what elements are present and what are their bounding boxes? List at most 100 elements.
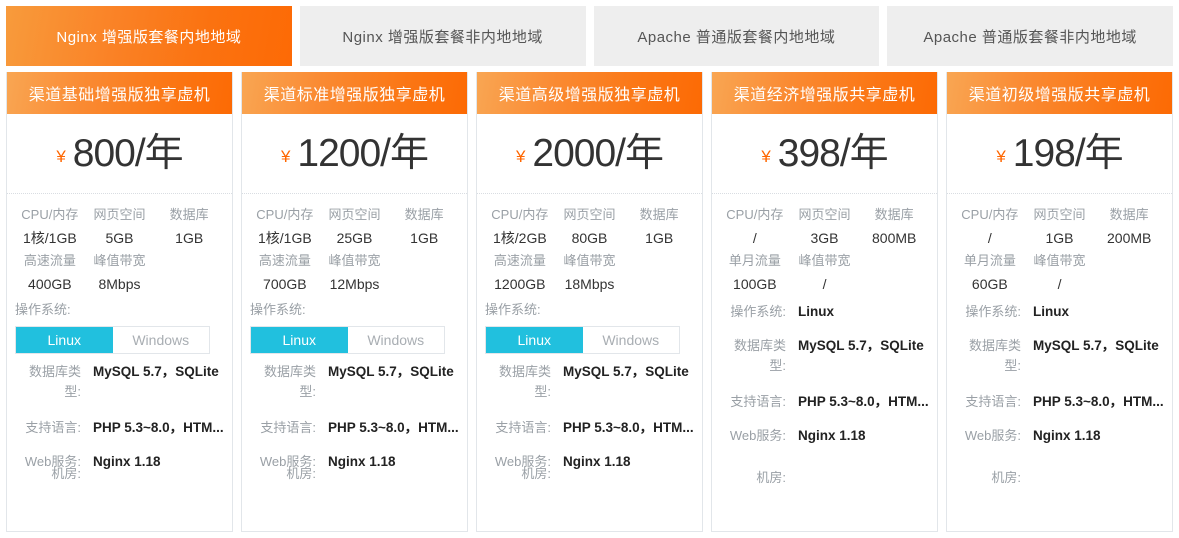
price-amount: 398/年	[777, 132, 889, 175]
spec-cpu: CPU/内存 1核/1GB	[15, 204, 85, 250]
spec-database: 数据库 800MB	[859, 204, 929, 250]
os-toggle-group[interactable]: Linux Windows	[250, 326, 445, 354]
web-service-label: Web服务:	[494, 454, 551, 469]
spec-row-bottom: 单月流量 60GB 峰值带宽 /	[955, 250, 1164, 296]
web-service-row: Web服务: Nginx 1.18	[712, 426, 937, 446]
pricing-card[interactable]: 渠道标准增强版独享虚机 ¥ 1200/年 CPU/内存 1核/1GB 网页空间 …	[241, 72, 468, 532]
detail-rows: 数据库类型: MySQL 5.7，SQLite 支持语言: PHP 5.3~8.…	[947, 336, 1172, 485]
spec-grid: CPU/内存 1核/1GB 网页空间 5GB 数据库 1GB 高速流量 400G…	[7, 194, 232, 296]
db-type-value: MySQL 5.7，SQLite	[563, 364, 689, 379]
pricing-card[interactable]: 渠道基础增强版独享虚机 ¥ 800/年 CPU/内存 1核/1GB 网页空间 5…	[6, 72, 233, 532]
spec-bandwidth: 峰值带宽 /	[1025, 250, 1095, 296]
os-option-windows[interactable]: Windows	[582, 327, 679, 353]
spec-database: 数据库 1GB	[389, 204, 459, 250]
spec-space: 网页空间 1GB	[1025, 204, 1095, 250]
card-price: ¥ 1200/年	[242, 114, 467, 194]
languages-row: 支持语言: PHP 5.3~8.0，HTM...	[477, 418, 702, 438]
pricing-card-list: 渠道基础增强版独享虚机 ¥ 800/年 CPU/内存 1核/1GB 网页空间 5…	[0, 72, 1179, 538]
spec-bandwidth-value: 12Mbps	[329, 276, 380, 292]
spec-row-bottom: 高速流量 700GB 峰值带宽 12Mbps	[250, 250, 459, 296]
datacenter-label: 机房:	[51, 466, 81, 481]
languages-row: 支持语言: PHP 5.3~8.0，HTM...	[7, 418, 232, 438]
price-amount: 800/年	[72, 132, 184, 175]
pricing-card[interactable]: 渠道经济增强版共享虚机 ¥ 398/年 CPU/内存 / 网页空间 3GB 数据…	[711, 72, 938, 532]
card-price: ¥ 198/年	[947, 114, 1172, 194]
spec-bandwidth-value: 18Mbps	[564, 276, 615, 292]
db-type-value: MySQL 5.7，SQLite	[1033, 338, 1159, 353]
db-type-row: 数据库类型: MySQL 5.7，SQLite	[477, 362, 702, 402]
web-service-row: Web服务: Nginx 1.18	[947, 426, 1172, 446]
web-service-value: Nginx 1.18	[328, 454, 396, 469]
db-type-label: 数据库类型:	[968, 338, 1021, 373]
spec-row-top: CPU/内存 1核/1GB 网页空间 5GB 数据库 1GB	[15, 204, 224, 250]
spec-row-bottom: 高速流量 400GB 峰值带宽 8Mbps	[15, 250, 224, 296]
datacenter-row: 机房:	[947, 468, 1172, 488]
spec-bandwidth: 峰值带宽 18Mbps	[555, 250, 625, 296]
os-option-linux[interactable]: Linux	[251, 327, 348, 353]
web-service-row: Web服务: Nginx 1.18	[477, 452, 702, 472]
db-type-value: MySQL 5.7，SQLite	[798, 338, 924, 353]
os-toggle-group[interactable]: Linux Windows	[485, 326, 680, 354]
spec-space-value: 1GB	[1045, 230, 1074, 246]
db-type-row: 数据库类型: MySQL 5.7，SQLite	[7, 362, 232, 402]
spec-bandwidth: 峰值带宽 /	[790, 250, 860, 296]
db-type-row: 数据库类型: MySQL 5.7，SQLite	[242, 362, 467, 402]
os-option-linux[interactable]: Linux	[486, 327, 583, 353]
tab-1[interactable]: Nginx 增强版套餐非内地地域	[299, 6, 586, 66]
os-toggle-group[interactable]: Linux Windows	[15, 326, 210, 354]
spec-database-value: 1GB	[645, 230, 674, 246]
spec-traffic-value: 1200GB	[494, 276, 546, 292]
tab-2[interactable]: Apache 普通版套餐内地地域	[593, 6, 880, 66]
spec-space-value: 25GB	[336, 230, 373, 246]
spec-space: 网页空间 25GB	[320, 204, 390, 250]
os-option-windows[interactable]: Windows	[112, 327, 209, 353]
spec-traffic: 单月流量 60GB	[955, 250, 1025, 296]
spec-space: 网页空间 5GB	[85, 204, 155, 250]
db-type-label: 数据库类型:	[498, 364, 551, 399]
currency-symbol: ¥	[56, 146, 66, 166]
card-title: 渠道初级增强版共享虚机	[947, 72, 1172, 114]
db-type-row: 数据库类型: MySQL 5.7，SQLite	[947, 336, 1172, 376]
tab-3[interactable]: Apache 普通版套餐非内地地域	[887, 6, 1173, 66]
db-type-row: 数据库类型: MySQL 5.7，SQLite	[712, 336, 937, 376]
spec-cpu-value: /	[987, 230, 992, 246]
datacenter-row: 机房:	[242, 464, 467, 484]
spec-cpu-value: /	[752, 230, 757, 246]
os-option-linux[interactable]: Linux	[16, 327, 113, 353]
spec-empty	[389, 250, 459, 296]
spec-database-value: 1GB	[410, 230, 439, 246]
languages-row: 支持语言: PHP 5.3~8.0，HTM...	[712, 392, 937, 412]
db-type-value: MySQL 5.7，SQLite	[328, 364, 454, 379]
detail-rows: 数据库类型: MySQL 5.7，SQLite 支持语言: PHP 5.3~8.…	[7, 362, 232, 492]
languages-value: PHP 5.3~8.0，HTM...	[1033, 394, 1164, 409]
spec-database: 数据库 1GB	[624, 204, 694, 250]
spec-space-value: 5GB	[105, 230, 134, 246]
web-service-row: Web服务: Nginx 1.18	[7, 452, 232, 472]
os-option-windows[interactable]: Windows	[347, 327, 444, 353]
tab-0[interactable]: Nginx 增强版套餐内地地域	[6, 6, 292, 66]
spec-bandwidth-value: /	[1057, 276, 1062, 292]
plan-category-tabs: Nginx 增强版套餐内地地域 Nginx 增强版套餐非内地地域 Apache 普通…	[0, 0, 1179, 72]
pricing-card[interactable]: 渠道初级增强版共享虚机 ¥ 198/年 CPU/内存 / 网页空间 1GB 数据…	[946, 72, 1173, 532]
os-label: 操作系统:	[730, 304, 786, 319]
spec-space-value: 3GB	[810, 230, 839, 246]
pricing-card[interactable]: 渠道高级增强版独享虚机 ¥ 2000/年 CPU/内存 1核/2GB 网页空间 …	[476, 72, 703, 532]
spec-bandwidth-value: /	[822, 276, 827, 292]
spec-bandwidth: 峰值带宽 8Mbps	[85, 250, 155, 296]
os-row: 操作系统: Linux	[947, 302, 1172, 322]
os-label: 操作系统:	[250, 302, 306, 317]
card-title: 渠道基础增强版独享虚机	[7, 72, 232, 114]
spec-traffic-value: 100GB	[733, 276, 777, 292]
spec-cpu: CPU/内存 /	[720, 204, 790, 250]
languages-value: PHP 5.3~8.0，HTM...	[798, 394, 929, 409]
languages-value: PHP 5.3~8.0，HTM...	[563, 420, 694, 435]
currency-symbol: ¥	[996, 146, 1006, 166]
web-service-label: Web服务:	[964, 428, 1021, 443]
languages-label: 支持语言:	[965, 394, 1021, 409]
spec-traffic-value: 60GB	[971, 276, 1008, 292]
web-service-label: Web服务:	[259, 454, 316, 469]
os-value: Linux	[1033, 304, 1069, 319]
spec-cpu: CPU/内存 1核/1GB	[250, 204, 320, 250]
spec-bandwidth: 峰值带宽 12Mbps	[320, 250, 390, 296]
